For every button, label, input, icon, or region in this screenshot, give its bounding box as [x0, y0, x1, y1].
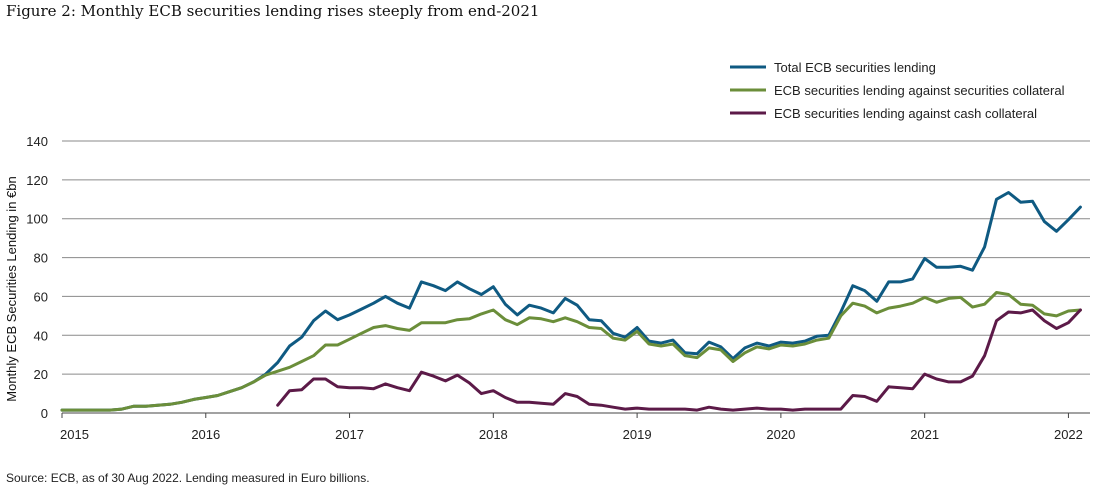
series-line-2 [60, 291, 1082, 412]
y-tick-label: 0 [41, 406, 48, 421]
series-line-1 [60, 191, 1082, 412]
legend: Total ECB securities lending ECB securiti… [730, 60, 1065, 121]
axes: 0 20 40 60 80 100 120 140 2015 2016 2017 2018 2019 20… [26, 134, 1083, 442]
series-line-3 [276, 308, 1082, 412]
x-tick-label: 2016 [191, 427, 220, 442]
x-tick-label: 2020 [766, 427, 795, 442]
y-tick-label: 120 [26, 173, 48, 188]
y-tick-label: 60 [34, 289, 48, 304]
source-note: Source: ECB, as of 30 Aug 2022. Lending … [6, 471, 370, 485]
y-axis-title: Monthly ECB Securities Lending in €bn [4, 176, 19, 401]
gridlines [62, 140, 1090, 414]
y-tick-label: 80 [34, 251, 48, 266]
x-tick-label: 2015 [60, 427, 89, 442]
x-tick-label: 2017 [335, 427, 364, 442]
figure-title: Figure 2: Monthly ECB securities lending… [6, 2, 540, 20]
y-tick-label: 100 [26, 212, 48, 227]
legend-label: ECB securities lending against cash coll… [774, 106, 1037, 121]
legend-label: Total ECB securities lending [774, 60, 936, 75]
legend-label: ECB securities lending against securitie… [774, 83, 1065, 98]
y-tick-label: 20 [34, 367, 48, 382]
series-lines [60, 191, 1082, 412]
x-tick-label: 2022 [1054, 427, 1083, 442]
x-tick-label: 2019 [623, 427, 652, 442]
y-tick-label: 40 [34, 328, 48, 343]
y-tick-label: 140 [26, 134, 48, 149]
x-tick-label: 2018 [479, 427, 508, 442]
x-tick-label: 2021 [910, 427, 939, 442]
